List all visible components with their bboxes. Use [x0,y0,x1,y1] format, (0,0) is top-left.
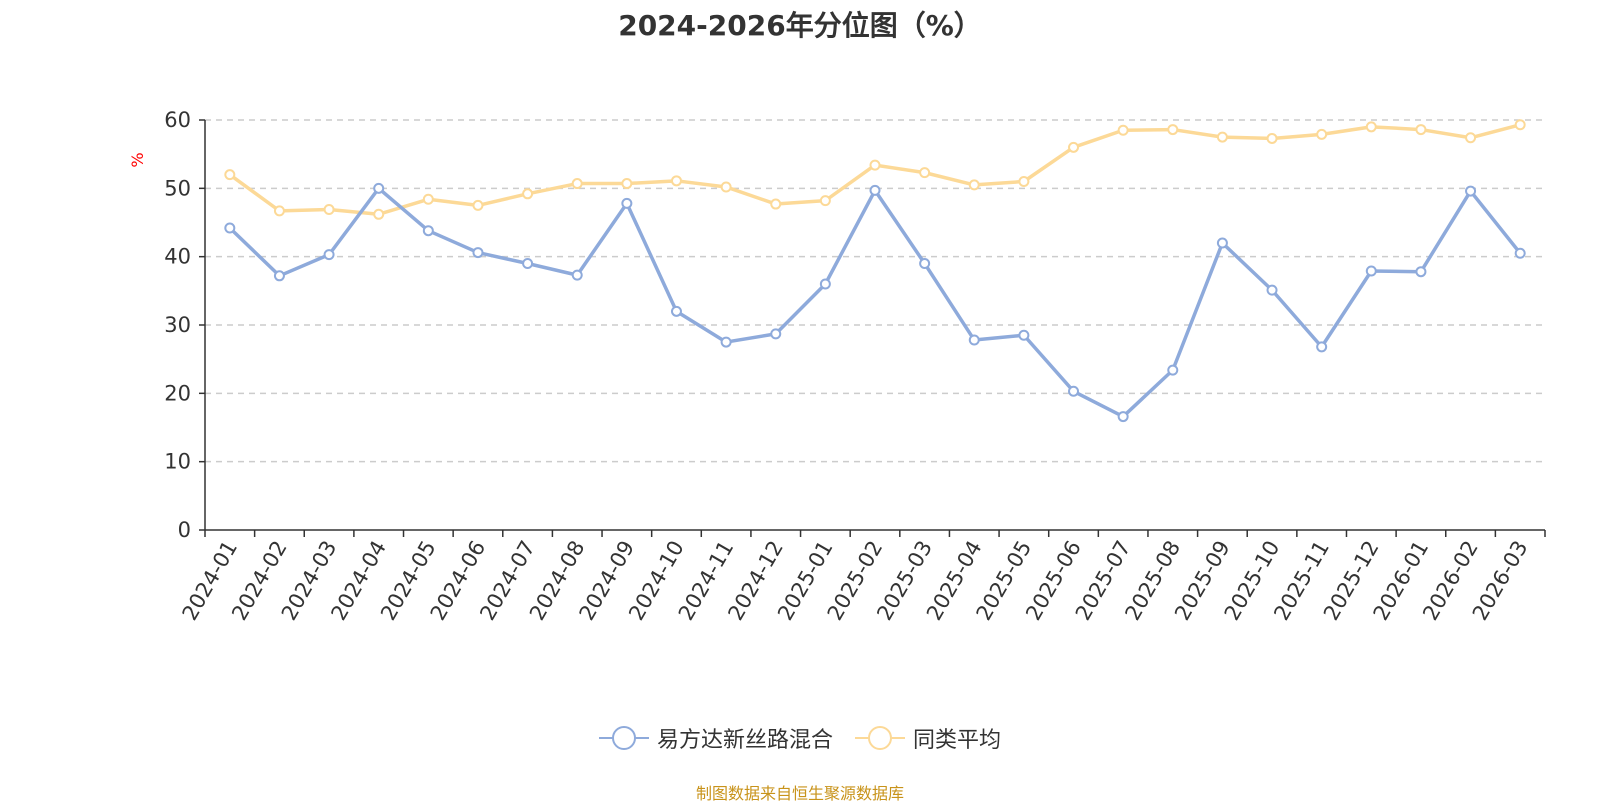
data-point-average [422,193,434,205]
data-point-average [1514,119,1526,131]
data-point-average [522,188,534,200]
data-point-fund [720,336,732,348]
y-tick-label: 40 [164,245,191,269]
data-point-fund [373,182,385,194]
data-point-fund [621,197,633,209]
legend-marker-fund [598,726,649,750]
data-point-fund [919,258,931,269]
data-point-average [1415,124,1427,136]
y-tick-label: 30 [164,313,191,337]
data-source-note: 制图数据来自恒生聚源数据库 [695,784,904,803]
data-point-fund [869,184,881,196]
grid-lines [205,119,1545,463]
data-point-average [720,181,732,193]
data-point-fund [224,222,236,234]
data-point-average [770,198,782,210]
data-point-average [273,205,285,217]
data-point-fund [968,334,980,346]
data-point-fund [1415,266,1427,278]
data-point-fund [1465,185,1477,197]
y-tick-label: 20 [164,381,191,405]
data-point-average [1216,131,1228,143]
data-point-fund [1316,341,1328,353]
data-point-average [1167,124,1179,136]
data-point-fund [1068,385,1080,397]
data-point-average [571,178,583,190]
data-point-average [919,167,931,179]
series-layer [224,119,1526,423]
data-point-average [1365,121,1377,133]
data-point-fund [770,328,782,340]
data-point-fund [472,247,484,259]
legend-marker-average [855,726,905,750]
data-point-average [670,175,682,187]
data-point-average [224,169,236,181]
data-point-fund [273,270,285,282]
data-point-average [968,179,980,191]
data-point-fund [1365,265,1377,277]
legend-label-average: 同类平均 [913,728,1002,753]
data-point-average [1266,132,1278,144]
data-point-average [472,199,484,211]
y-tick-label: 60 [164,108,191,132]
axes: 0102030405060%2024-012024-022024-032024-… [128,108,1546,624]
data-point-average [1068,141,1080,153]
data-point-fund [670,305,682,317]
data-point-average [373,208,385,220]
legend-label-fund: 易方达新丝路混合 [656,728,833,753]
chart-title: 2024-2026年分位图（%） [618,9,982,42]
y-axis-label: % [128,152,147,167]
data-point-average [1117,124,1129,136]
data-point-fund [1216,237,1228,249]
data-point-fund [1514,247,1526,259]
data-point-fund [571,269,583,281]
data-point-fund [522,258,534,269]
data-point-fund [1117,411,1129,423]
data-point-fund [819,278,831,290]
data-point-average [869,159,881,171]
legend: 易方达新丝路混合 同类平均 [0,722,1600,754]
legend-item-fund[interactable]: 易方达新丝路混合 [598,722,833,754]
data-point-fund [1266,284,1278,296]
data-point-fund [1167,364,1179,376]
y-tick-label: 50 [164,176,191,200]
data-point-average [819,195,831,207]
data-point-fund [323,249,335,261]
data-point-average [323,204,335,216]
y-tick-label: 0 [178,518,191,542]
data-point-average [1018,176,1030,187]
series-line-fund [228,186,1522,419]
data-point-average [621,178,633,190]
data-point-fund [1018,329,1030,341]
legend-item-average[interactable]: 同类平均 [855,722,1001,754]
y-tick-label: 10 [164,450,191,474]
data-point-average [1465,132,1477,144]
data-point-average [1316,128,1328,140]
data-point-fund [422,225,434,237]
